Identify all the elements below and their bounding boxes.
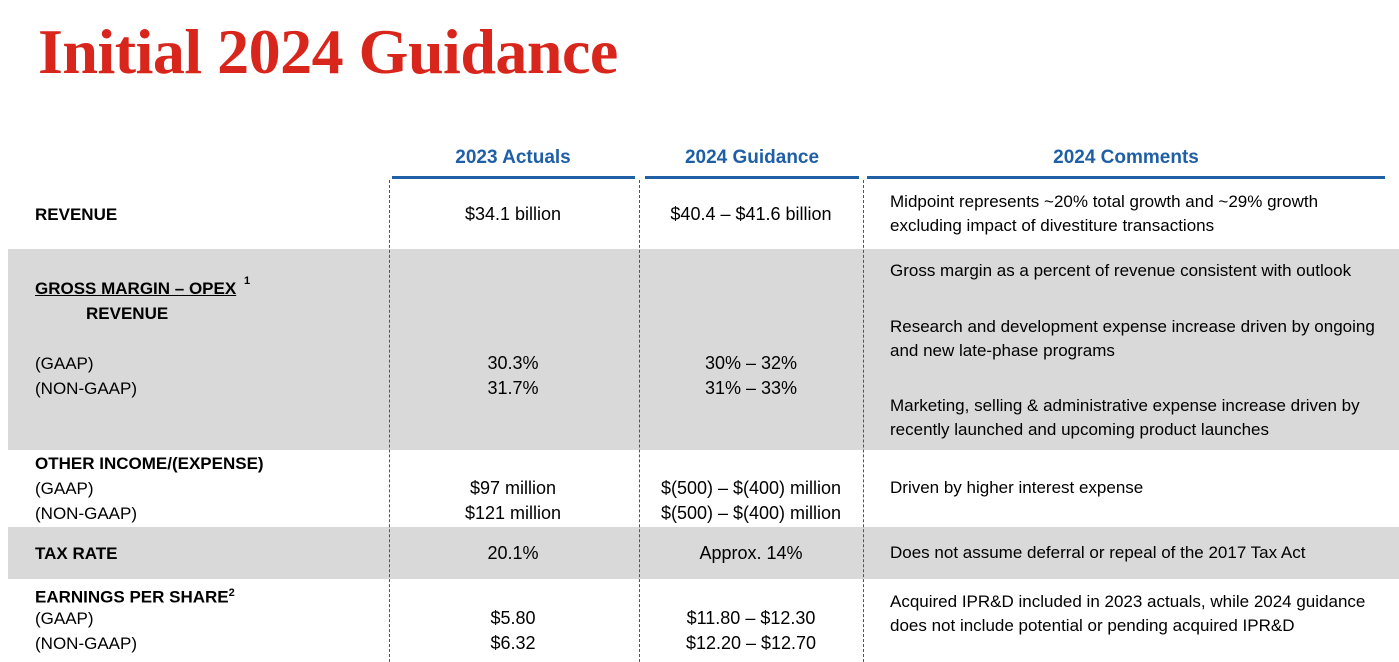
gross-margin-guidance-nongaap: 31% – 33%: [704, 378, 798, 398]
revenue-label: REVENUE: [35, 205, 118, 224]
tax-rate-guidance: Approx. 14%: [699, 543, 803, 563]
gross-margin-guidance-gaap: 30% – 32%: [704, 353, 798, 373]
tax-rate-label: TAX RATE: [35, 544, 118, 563]
other-income-label: OTHER INCOME/(EXPENSE): [35, 454, 264, 473]
tax-rate-row-band: [8, 527, 1399, 579]
other-income-nongaap-label: (NON-GAAP): [35, 504, 137, 523]
column-header-2024-comments: 2024 Comments: [1053, 147, 1199, 168]
header-underline-actuals: [392, 176, 635, 179]
gross-margin-row-band: [8, 249, 1399, 450]
page-title: Initial 2024 Guidance: [38, 16, 618, 87]
other-income-actual-nongaap: $121 million: [464, 503, 562, 523]
gross-margin-gaap-label: (GAAP): [35, 354, 94, 373]
rd-expense-comment: Research and development expense increas…: [890, 317, 1375, 360]
gross-margin-label: GROSS MARGIN – OPEX: [35, 276, 236, 301]
gross-margin-actual-nongaap: 31.7%: [487, 378, 539, 398]
column-divider: [639, 180, 640, 662]
eps-nongaap-label: (NON-GAAP): [35, 634, 137, 653]
eps-actual-nongaap: $6.32: [490, 633, 536, 653]
column-divider: [863, 180, 864, 662]
other-income-guidance-nongaap: $(500) – $(400) million: [660, 503, 842, 523]
other-income-comment: Driven by higher interest expense: [890, 478, 1144, 497]
eps-guidance-nongaap: $12.20 – $12.70: [685, 633, 817, 653]
column-header-2023-actuals: 2023 Actuals: [455, 147, 571, 168]
eps-guidance-gaap: $11.80 – $12.30: [686, 608, 816, 628]
other-income-guidance-gaap: $(500) – $(400) million: [660, 478, 842, 498]
eps-actual-gaap: $5.80: [490, 608, 536, 628]
tax-rate-comment: Does not assume deferral or repeal of th…: [890, 543, 1306, 562]
eps-label-text: EARNINGS PER SHARE: [35, 587, 229, 607]
gross-margin-sub-label: REVENUE: [86, 304, 169, 323]
revenue-guidance: $40.4 – $41.6 billion: [670, 204, 832, 224]
other-income-gaap-label: (GAAP): [35, 479, 94, 498]
column-header-2024-guidance: 2024 Guidance: [684, 147, 820, 168]
eps-comment: Acquired IPR&D included in 2023 actuals,…: [890, 592, 1366, 635]
revenue-actual: $34.1 billion: [464, 204, 562, 224]
gross-margin-nongaap-label: (NON-GAAP): [35, 379, 137, 398]
eps-label: EARNINGS PER SHARE2: [35, 581, 235, 610]
gross-margin-comment: Gross margin as a percent of revenue con…: [890, 261, 1352, 280]
gross-margin-label-text: GROSS MARGIN – OPEX: [35, 279, 237, 298]
eps-footnote-marker: 2: [228, 587, 235, 599]
gross-margin-actual-gaap: 30.3%: [487, 353, 539, 373]
gross-margin-footnote-marker: 1: [244, 275, 251, 287]
column-divider: [389, 180, 390, 662]
header-underline-comments: [867, 176, 1385, 179]
tax-rate-actual: 20.1%: [487, 543, 539, 563]
other-income-actual-gaap: $97 million: [469, 478, 557, 498]
header-underline-guidance: [645, 176, 859, 179]
revenue-comment: Midpoint represents ~20% total growth an…: [890, 192, 1319, 235]
msa-expense-comment: Marketing, selling & administrative expe…: [890, 396, 1360, 439]
eps-gaap-label: (GAAP): [35, 609, 94, 628]
